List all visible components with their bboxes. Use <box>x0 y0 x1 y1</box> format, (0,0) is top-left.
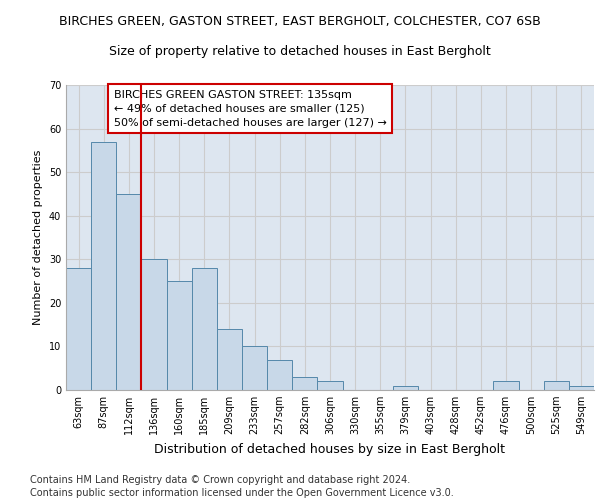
X-axis label: Distribution of detached houses by size in East Bergholt: Distribution of detached houses by size … <box>155 442 505 456</box>
Text: Contains HM Land Registry data © Crown copyright and database right 2024.: Contains HM Land Registry data © Crown c… <box>30 475 410 485</box>
Bar <box>116 194 142 390</box>
Bar <box>91 142 116 390</box>
Bar <box>317 382 343 390</box>
Text: BIRCHES GREEN, GASTON STREET, EAST BERGHOLT, COLCHESTER, CO7 6SB: BIRCHES GREEN, GASTON STREET, EAST BERGH… <box>59 15 541 28</box>
Text: BIRCHES GREEN GASTON STREET: 135sqm
← 49% of detached houses are smaller (125)
5: BIRCHES GREEN GASTON STREET: 135sqm ← 49… <box>113 90 386 128</box>
Bar <box>142 260 167 390</box>
Bar <box>167 281 192 390</box>
Bar <box>393 386 418 390</box>
Text: Contains public sector information licensed under the Open Government Licence v3: Contains public sector information licen… <box>30 488 454 498</box>
Bar <box>292 377 317 390</box>
Bar <box>267 360 292 390</box>
Bar <box>569 386 594 390</box>
Bar <box>192 268 217 390</box>
Bar <box>544 382 569 390</box>
Bar <box>66 268 91 390</box>
Bar <box>217 329 242 390</box>
Bar <box>493 382 518 390</box>
Bar <box>242 346 267 390</box>
Text: Size of property relative to detached houses in East Bergholt: Size of property relative to detached ho… <box>109 45 491 58</box>
Y-axis label: Number of detached properties: Number of detached properties <box>33 150 43 325</box>
